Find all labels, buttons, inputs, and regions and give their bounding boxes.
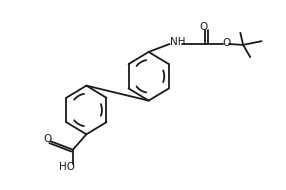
Text: O: O (199, 22, 208, 32)
Text: NH: NH (170, 37, 186, 48)
Text: HO: HO (59, 162, 75, 172)
Text: O: O (223, 38, 231, 48)
Text: O: O (43, 134, 51, 144)
